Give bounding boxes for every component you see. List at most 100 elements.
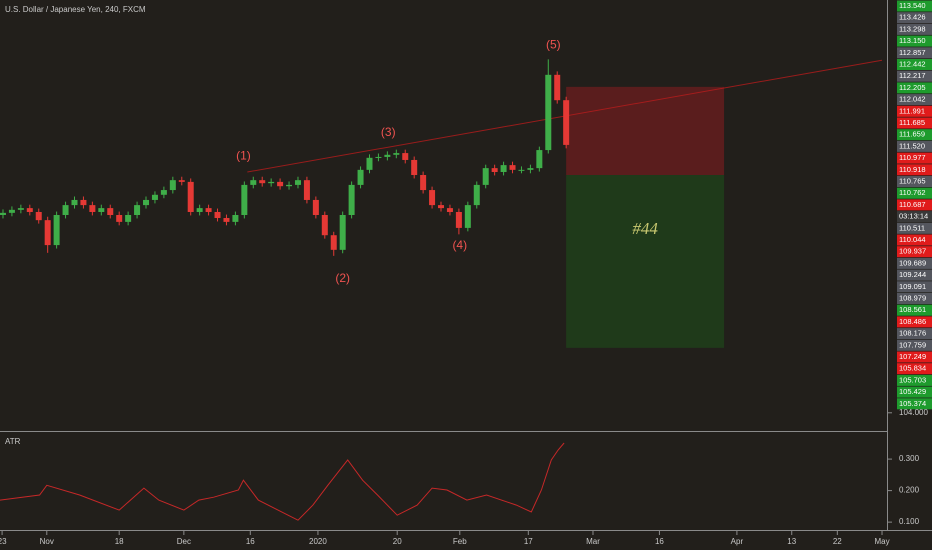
candle-body [286,184,293,187]
candle-body [420,175,427,191]
candle-body [250,180,257,185]
price-tag [897,257,932,269]
position-label: #44 [632,219,658,238]
stop-zone [566,86,725,176]
candle-body [384,154,391,157]
candle-body [527,168,534,170]
price-tag-label: 113.150 [899,36,926,45]
price-tag [897,0,932,12]
price-tag [897,281,932,293]
candle-body [277,181,284,187]
candle-body [89,205,96,212]
price-tag-label: 113.540 [899,1,926,10]
price-tag [897,140,932,152]
candle-body [321,215,328,236]
price-tag-label: 110.687 [899,200,926,209]
price-tag [897,82,932,94]
price-tag [897,47,932,59]
candle-body [241,184,248,215]
price-tag-label: 108.486 [899,317,926,326]
candle-body [411,159,418,176]
price-tag-label: 110.044 [899,235,926,244]
price-tag [897,304,932,316]
x-tick-label: 22 [833,537,842,546]
price-tag [897,129,932,141]
x-tick-label: May [874,537,889,546]
candle-body [151,194,158,200]
candle-body [563,100,570,145]
atr-line [0,442,565,521]
candle-body [500,165,507,172]
candle-body [339,215,346,250]
x-tick-label: 2020 [309,537,327,546]
candle-body [518,169,525,171]
candle-body [26,208,33,212]
candle-body [44,220,51,246]
price-tag [897,374,932,386]
atr-tick-label: 0.300 [899,454,920,463]
atr-tick-label: 0.100 [899,517,920,526]
price-tag [897,152,932,164]
price-tag-label: 109.244 [899,270,926,279]
candle-body [366,157,373,170]
price-tag-label: 112.205 [899,83,926,92]
wave-label: (2) [335,271,350,285]
price-tag [897,211,932,223]
price-tag-label: 110.765 [899,176,926,185]
price-tag [897,386,932,398]
candle-body [348,184,355,215]
price-tag [897,105,932,117]
price-tag-label: 111.659 [899,130,925,139]
price-tag-label: 110.762 [899,188,926,197]
price-tag-label: 110.977 [899,153,926,162]
price-tag [897,35,932,47]
candle-body [134,205,141,215]
x-tick-label: 18 [115,537,124,546]
x-tick-label: 16 [246,537,255,546]
price-tag-label: 112.042 [899,95,926,104]
candle-body [232,215,239,222]
price-tag [897,117,932,129]
chart-title: U.S. Dollar / Japanese Yen, 240, FXCM [5,5,146,14]
candle-body [303,180,310,200]
price-tag-label: 108.176 [899,329,926,338]
candle-body [393,153,400,155]
candle-body [107,208,114,215]
price-tag [897,12,932,24]
x-tick-label: Nov [40,537,54,546]
price-tag-label: 112.217 [899,71,926,80]
price-tag-label: 112.442 [899,59,926,68]
price-tag [897,187,932,199]
wave-label: (1) [236,148,251,162]
candle-body [196,208,203,212]
candle-body [178,180,185,182]
candle-body [473,184,480,206]
price-tag-label: 113.426 [899,13,926,22]
candle-body [464,205,471,228]
price-tag [897,222,932,234]
price-tag [897,351,932,363]
x-tick-label: Apr [731,537,744,546]
candle-body [259,180,266,184]
candle-body [294,180,301,185]
candle-body [187,181,194,212]
candle-body [80,199,87,206]
price-tag [897,328,932,340]
candle-body [8,209,15,213]
x-tick-label: Mar [586,537,600,546]
price-tag-label: 110.918 [899,165,926,174]
price-tag-label: 110.511 [899,223,925,232]
target-zone [566,175,725,348]
candle-body [491,168,498,172]
candle-body [17,208,24,210]
x-tick-label: 23 [0,537,7,546]
candle-body [143,199,150,206]
candle-body [554,74,561,101]
candle-body [223,218,230,222]
candle-body [169,180,176,191]
price-tag-label: 111.991 [899,106,925,115]
price-tag [897,269,932,281]
candle-body [330,235,337,250]
price-tag [897,70,932,82]
